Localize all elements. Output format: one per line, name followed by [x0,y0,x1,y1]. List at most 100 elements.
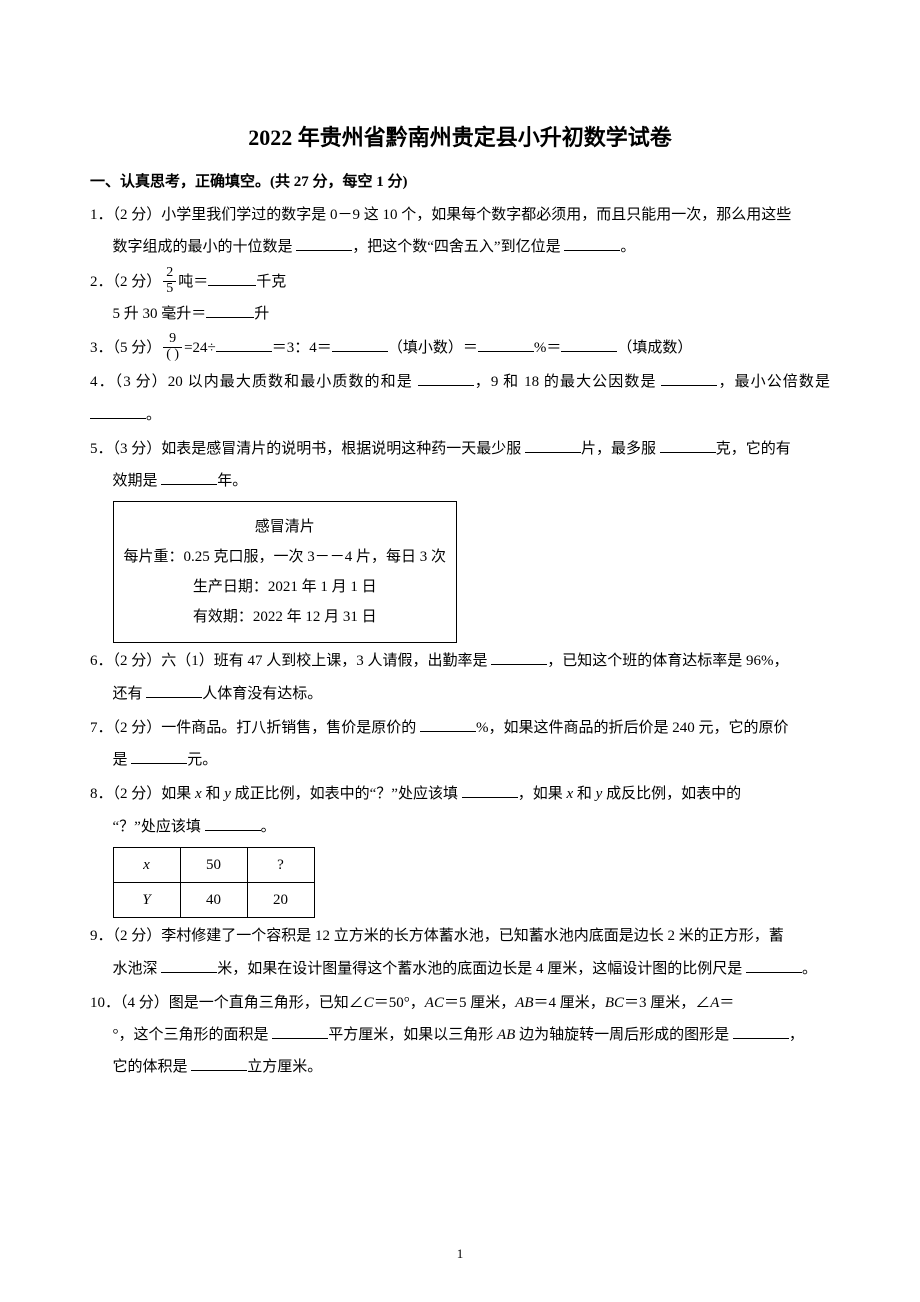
q10-eq3: ＝3 厘米，∠ [624,995,710,1011]
blank [191,1055,247,1071]
q10-eq5: ＝5 厘米， [444,995,515,1011]
q9-b: 水池深 [113,961,162,977]
blank [420,716,476,732]
q2-line2a: 5 升 30 毫升＝ [113,306,207,322]
blank [491,649,547,665]
q1-seg-a: 数字组成的最小的十位数是 [113,239,297,255]
blank [418,370,474,386]
question-5: 5．（3 分）如表是感冒清片的说明书，根据说明这种药一天最少服 片，最多服 克，… [90,433,830,644]
box-title: 感冒清片 [124,512,447,542]
cell-y: Y [113,883,180,918]
q7-c: 是 [113,752,132,768]
var-AC: AC [425,995,444,1011]
page-number: 1 [0,1246,920,1262]
var-BC: BC [605,995,624,1011]
q10-eq50: ＝50°， [374,995,425,1011]
blank [462,782,518,798]
q5-a: 5．（3 分）如表是感冒清片的说明书，根据说明这种药一天最少服 [90,441,525,457]
section-1-heading: 一、认真思考，正确填空。(共 27 分，每空 1 分) [90,170,830,191]
q9-body: 水池深 米，如果在设计图量得这个蓄水池的底面边长是 4 厘米，这幅设计图的比例尺… [90,953,830,985]
blank [131,748,187,764]
q6-c: 还有 [113,686,147,702]
cell: 20 [247,883,314,918]
blank [564,235,620,251]
box-line1: 每片重：0.25 克口服，一次 3－－4 片，每日 3 次 [124,542,447,572]
blank [746,957,802,973]
cell-x-val: x [143,857,150,873]
blank [208,270,256,286]
q10-f: 它的体积是 [113,1059,192,1075]
blank [146,682,202,698]
q10-d: 边为轴旋转一周后形成的图形是 [515,1027,733,1043]
blank [296,235,352,251]
q9-d: 。 [802,961,817,977]
box-line2: 生产日期：2021 年 1 月 1 日 [124,572,447,602]
blank [90,403,146,419]
box-line3: 有效期：2022 年 12 月 31 日 [124,602,447,632]
blank [478,336,534,352]
blank [205,815,261,831]
medicine-box: 感冒清片 每片重：0.25 克口服，一次 3－－4 片，每日 3 次 生产日期：… [113,501,458,643]
exam-title: 2022 年贵州省黔南州贵定县小升初数学试卷 [90,120,830,152]
q8-d: 。 [261,819,276,835]
q7-body: 是 元。 [90,744,830,776]
q3-seg1: =24÷ [184,340,216,356]
q6-body: 还有 人体育没有达标。 [90,678,830,710]
q5-body: 效期是 年。 [90,465,830,497]
blank [332,336,388,352]
q5-d: 效期是 [113,473,162,489]
q1-seg-c: 。 [620,239,635,255]
exam-page: 2022 年贵州省黔南州贵定县小升初数学试卷 一、认真思考，正确填空。(共 27… [0,0,920,1302]
q10-e: ， [789,1027,804,1043]
question-10: 10．（4 分）图是一个直角三角形，已知∠C＝50°，AC＝5 厘米，AB＝4 … [90,987,830,1084]
q7-b: %，如果这件商品的折后价是 240 元，它的原价 [476,720,789,736]
q2-unit1: 千克 [256,274,286,290]
var-C: C [364,995,374,1011]
q4-c: ，最小公倍数是 [717,374,830,390]
question-6: 6．（2 分）六（1）班有 47 人到校上课，3 人请假，出勤率是 ，已知这个班… [90,645,830,710]
q2-unit2: 升 [254,306,269,322]
blank [272,1023,328,1039]
q9-a: 9．（2 分）李村修建了一个容积是 12 立方米的长方体蓄水池，已知蓄水池内底面… [90,928,784,944]
q1-body: 数字组成的最小的十位数是 ，把这个数“四舍五入”到亿位是 。 [90,231,830,263]
question-4: 4．（3 分）20 以内最大质数和最小质数的和是 ，9 和 18 的最大公因数是… [90,366,830,431]
cell-y-val: Y [142,892,150,908]
blank [216,336,272,352]
var-AB2: AB [497,1027,515,1043]
var-AB: AB [515,995,533,1011]
q3-prefix: 3．（5 分） [90,340,161,356]
q8-mid1: 和 [202,786,225,802]
frac-num: 2 [163,266,176,282]
frac-den: 5 [163,282,176,297]
q5-e: 年。 [217,473,247,489]
blank [733,1023,789,1039]
q10-g: 立方厘米。 [247,1059,322,1075]
q10-c: 平方厘米，如果以三角形 [328,1027,497,1043]
cell: 40 [180,883,247,918]
q5-c: 克，它的有 [716,441,791,457]
frac-num: 9 [163,332,182,348]
table-row: Y 40 20 [113,883,314,918]
table-row: x 50 ? [113,847,314,882]
q2-body: 5 升 30 毫升＝ 升 [90,298,830,330]
question-1: 1．（2 分）小学里我们学过的数字是 0－9 这 10 个，如果每个数字都必须用… [90,199,830,264]
q9-c: 米，如果在设计图量得这个蓄水池的底面边长是 4 厘米，这幅设计图的比例尺是 [217,961,746,977]
fraction-9-paren: 9( ) [163,332,182,362]
question-8: 8．（2 分）如果 x 和 y 成正比例，如表中的“？”处应该填 ，如果 x 和… [90,778,830,918]
var-y: y [224,786,231,802]
blank [561,336,617,352]
q6-b: ，已知这个班的体育达标率是 96%， [547,653,788,669]
blank [660,437,716,453]
q8-body: “？”处应该填 。 [90,811,830,843]
q4-b: ，9 和 18 的最大公因数是 [474,374,662,390]
question-7: 7．（2 分）一件商品。打八折销售，售价是原价的 %，如果这件商品的折后价是 2… [90,712,830,777]
q8-c: “？”处应该填 [113,819,205,835]
q3-seg2: ＝3：4＝ [272,340,332,356]
q8-table: x 50 ? Y 40 20 [113,847,315,919]
blank [161,469,217,485]
q3-seg4: %＝ [534,340,562,356]
q10-b: °，这个三角形的面积是 [113,1027,273,1043]
q7-a: 7．（2 分）一件商品。打八折销售，售价是原价的 [90,720,420,736]
blank [661,370,717,386]
q3-seg5: （填成数） [617,340,692,356]
